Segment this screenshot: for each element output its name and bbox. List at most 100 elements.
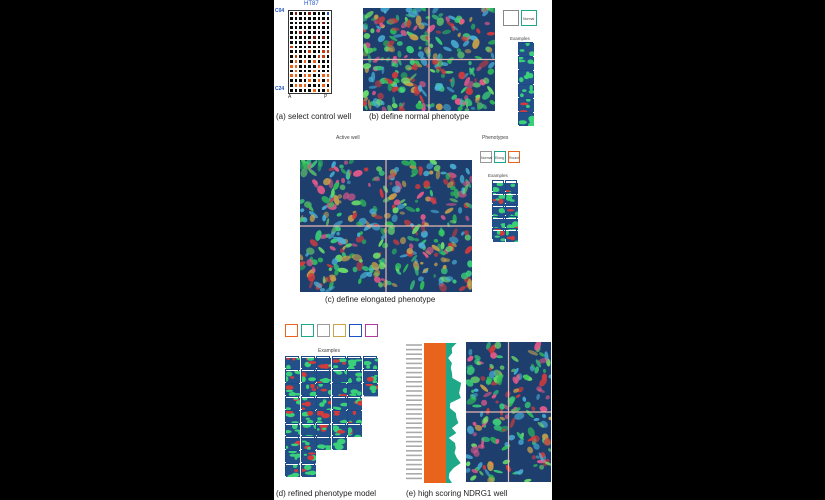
plate-well[interactable] [293, 54, 299, 59]
well-plate-heatmap[interactable] [288, 10, 332, 94]
example-thumbnail[interactable] [490, 180, 505, 195]
example-thumbnail[interactable] [300, 449, 317, 464]
plate-well[interactable] [298, 15, 303, 21]
plate-well[interactable] [321, 73, 326, 79]
plate-well[interactable] [316, 20, 322, 26]
plate-well[interactable] [298, 11, 303, 16]
plate-well[interactable] [316, 11, 322, 16]
example-thumbnail[interactable] [316, 396, 335, 411]
example-thumbnail[interactable] [518, 84, 535, 98]
example-thumbnail[interactable] [283, 423, 302, 438]
plate-well[interactable] [325, 11, 331, 16]
plate-well[interactable] [312, 11, 317, 16]
plate-well[interactable] [316, 44, 322, 50]
plate-well[interactable] [298, 39, 303, 45]
plate-well[interactable] [321, 54, 326, 59]
example-thumbnail[interactable] [331, 382, 349, 400]
plate-well[interactable] [302, 11, 308, 16]
example-thumbnail[interactable] [505, 216, 520, 232]
plate-well[interactable] [321, 83, 326, 88]
plate-well[interactable] [298, 44, 303, 50]
score-bar-chart[interactable] [404, 325, 466, 485]
example-thumbnail[interactable] [518, 112, 537, 128]
plate-well[interactable] [293, 49, 299, 55]
example-thumbnail[interactable] [330, 423, 347, 438]
plate-well[interactable] [289, 73, 294, 79]
plate-well[interactable] [298, 63, 303, 69]
example-thumbnail[interactable] [284, 369, 304, 384]
plate-well[interactable] [293, 20, 299, 26]
plate-well[interactable] [321, 44, 326, 50]
example-thumbnail[interactable] [316, 436, 332, 452]
example-thumbnail[interactable] [300, 409, 316, 425]
plate-well[interactable] [312, 73, 317, 79]
plate-well[interactable] [302, 73, 308, 79]
example-thumbnail[interactable] [518, 41, 537, 57]
plate-well[interactable] [289, 87, 294, 93]
example-thumbnail[interactable] [300, 422, 318, 438]
plate-well[interactable] [307, 78, 312, 83]
plate-well[interactable] [307, 39, 312, 45]
plate-well[interactable] [316, 83, 322, 88]
plate-well[interactable] [325, 83, 331, 88]
example-thumbnail[interactable] [285, 382, 302, 398]
plate-well[interactable] [321, 49, 326, 55]
plate-well[interactable] [321, 11, 326, 16]
plate-well[interactable] [312, 54, 317, 59]
plate-well[interactable] [325, 44, 331, 50]
plate-well[interactable] [325, 15, 331, 21]
plate-well[interactable] [316, 59, 322, 64]
example-thumbnail[interactable] [300, 382, 318, 398]
phenotype-swatch-placeholder[interactable] [503, 10, 519, 26]
example-thumbnail[interactable] [298, 396, 316, 411]
plate-well[interactable] [321, 25, 326, 31]
plate-well[interactable] [298, 73, 303, 79]
plate-well[interactable] [293, 35, 299, 40]
plate-well[interactable] [316, 30, 322, 35]
example-thumbnail[interactable] [345, 423, 362, 439]
plate-well[interactable] [289, 25, 294, 31]
example-thumbnail[interactable] [504, 180, 518, 195]
phenotype-swatch[interactable] [333, 324, 346, 337]
plate-well[interactable] [325, 87, 331, 93]
example-thumbnail[interactable] [285, 463, 300, 480]
plate-well[interactable] [312, 87, 317, 93]
plate-well[interactable] [289, 20, 294, 26]
plate-well[interactable] [302, 54, 308, 59]
plate-well[interactable] [302, 78, 308, 83]
plate-well[interactable] [302, 20, 308, 26]
plate-well[interactable] [289, 78, 294, 83]
plate-well[interactable] [325, 25, 331, 31]
plate-well[interactable] [289, 54, 294, 59]
plate-well[interactable] [325, 20, 331, 26]
plate-well[interactable] [302, 49, 308, 55]
plate-well[interactable] [321, 39, 326, 45]
example-thumbnail[interactable] [346, 369, 364, 384]
microscopy-grid-c[interactable] [300, 160, 472, 292]
plate-well[interactable] [321, 63, 326, 69]
plate-well[interactable] [316, 73, 322, 79]
example-thumbnail[interactable] [299, 369, 316, 384]
plate-well[interactable] [298, 30, 303, 35]
plate-well[interactable] [325, 39, 331, 45]
plate-well[interactable] [293, 78, 299, 83]
plate-well[interactable] [316, 54, 322, 59]
phenotype-swatch-normal-c[interactable] [480, 151, 492, 163]
phenotype-swatch[interactable] [317, 324, 330, 337]
example-thumbnail[interactable] [492, 216, 509, 232]
plate-well[interactable] [289, 15, 294, 21]
plate-well[interactable] [325, 68, 331, 74]
example-thumbnail[interactable] [284, 395, 303, 411]
plate-well[interactable] [312, 15, 317, 21]
phenotype-swatch-elongated-c[interactable] [494, 151, 506, 163]
example-thumbnail[interactable] [490, 192, 507, 206]
plate-well[interactable] [325, 73, 331, 79]
plate-well[interactable] [307, 44, 312, 50]
plate-well[interactable] [298, 87, 303, 93]
plate-well[interactable] [325, 59, 331, 64]
plate-well[interactable] [307, 68, 312, 74]
plate-well[interactable] [289, 11, 294, 16]
example-thumbnail[interactable] [285, 356, 302, 371]
example-thumbnail[interactable] [315, 382, 333, 397]
plate-well[interactable] [302, 44, 308, 50]
